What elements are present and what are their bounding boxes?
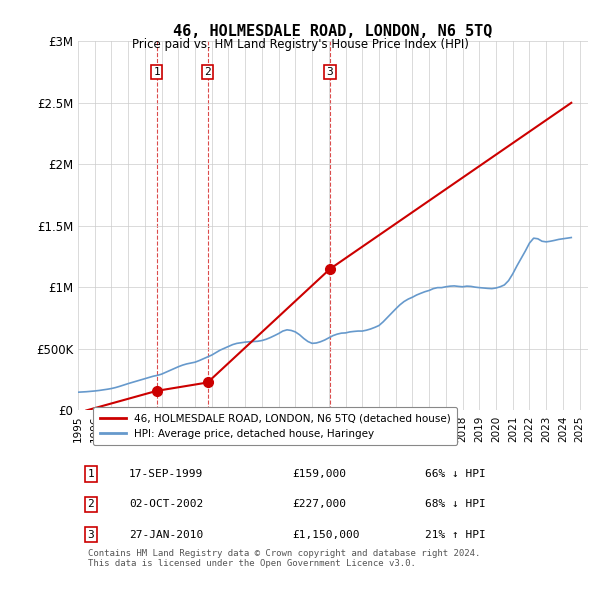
Text: Price paid vs. HM Land Registry's House Price Index (HPI): Price paid vs. HM Land Registry's House …: [131, 38, 469, 51]
Text: 1: 1: [88, 469, 94, 479]
Text: 27-JAN-2010: 27-JAN-2010: [129, 530, 203, 540]
Text: 21% ↑ HPI: 21% ↑ HPI: [425, 530, 485, 540]
Title: 46, HOLMESDALE ROAD, LONDON, N6 5TQ: 46, HOLMESDALE ROAD, LONDON, N6 5TQ: [173, 24, 493, 39]
Text: £227,000: £227,000: [292, 499, 346, 509]
Text: 17-SEP-1999: 17-SEP-1999: [129, 469, 203, 479]
Text: 1: 1: [154, 67, 160, 77]
Text: Contains HM Land Registry data © Crown copyright and database right 2024.
This d: Contains HM Land Registry data © Crown c…: [88, 549, 481, 568]
Text: 2: 2: [88, 499, 94, 509]
Text: £1,150,000: £1,150,000: [292, 530, 360, 540]
Text: 02-OCT-2002: 02-OCT-2002: [129, 499, 203, 509]
Text: £159,000: £159,000: [292, 469, 346, 479]
Text: 3: 3: [88, 530, 94, 540]
Text: 3: 3: [326, 67, 334, 77]
Text: 68% ↓ HPI: 68% ↓ HPI: [425, 499, 485, 509]
Text: 2: 2: [204, 67, 211, 77]
Text: 66% ↓ HPI: 66% ↓ HPI: [425, 469, 485, 479]
Legend: 46, HOLMESDALE ROAD, LONDON, N6 5TQ (detached house), HPI: Average price, detach: 46, HOLMESDALE ROAD, LONDON, N6 5TQ (det…: [94, 407, 457, 445]
